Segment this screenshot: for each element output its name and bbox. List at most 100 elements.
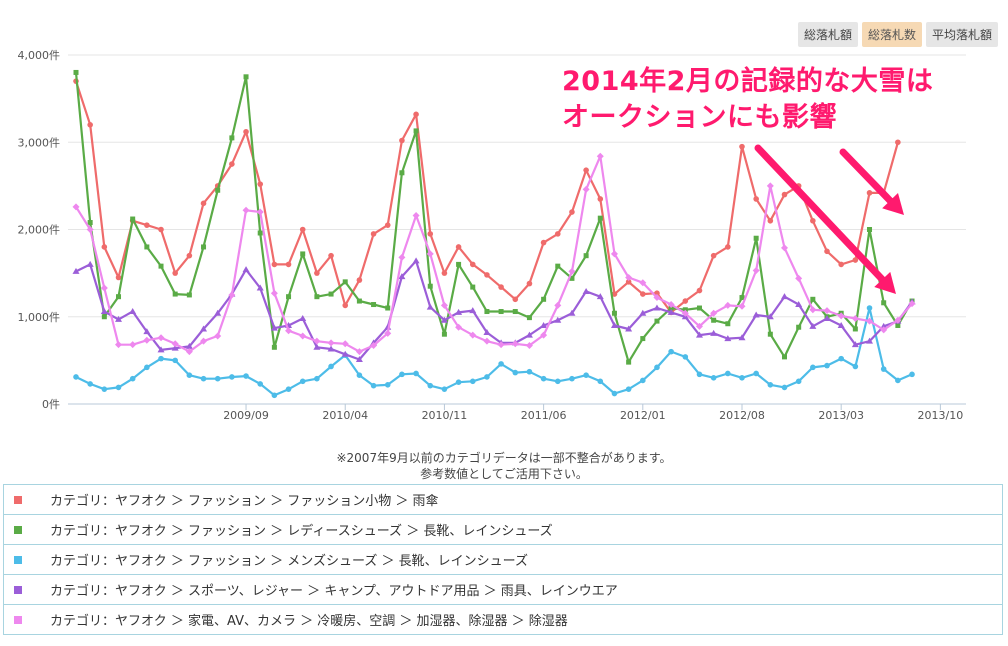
tab-total-count[interactable]: 総落札数 [861,22,922,47]
data-point [384,382,391,388]
data-point [823,314,831,321]
data-point [625,279,632,285]
data-point [129,341,137,349]
data-point [781,293,788,300]
data-point [724,335,732,342]
legend-item-ladies-rain-boots[interactable]: カテゴリ：ヤフオク ＞ ファッション ＞ レディースシューズ ＞ 長靴、レインシ… [4,515,1002,545]
data-point [682,354,689,360]
data-point [809,322,817,329]
data-point [682,298,689,304]
data-point [695,331,703,338]
legend-item-mens-rain-boots[interactable]: カテゴリ：ヤフオク ＞ ファッション ＞ メンズシューズ ＞ 長靴、レインシュー… [4,545,1002,575]
data-point [413,111,419,118]
data-point [739,143,745,150]
data-point [328,363,334,370]
data-point [710,329,718,336]
data-point [356,372,363,379]
data-point [696,287,703,294]
tab-total-amount[interactable]: 総落札額 [797,22,858,47]
data-point [100,308,108,315]
data-point [314,270,320,276]
data-point [867,227,873,232]
data-point [696,371,703,378]
data-point [314,375,320,382]
data-point [654,318,660,324]
data-point [753,235,759,241]
data-point [866,317,874,325]
data-point [852,326,858,332]
data-point [582,185,590,193]
data-point [299,378,306,385]
data-point [711,317,717,323]
data-point [583,167,589,173]
annotation-text: 2014年2月の記録的な大雪は オークションにも影響 [562,64,933,136]
data-point [582,287,590,294]
data-point [611,310,617,316]
annotation-line-1: 2014年2月の記録的な大雪は [562,66,934,97]
data-point [696,305,702,311]
data-point [257,230,263,236]
data-point [73,374,79,380]
data-point [270,289,278,297]
legend-item-rainwear[interactable]: カテゴリ：ヤフオク ＞ スポーツ、レジャー ＞ キャンプ、アウトドア用品 ＞ 雨… [4,575,1002,605]
data-point [399,170,405,176]
data-point [710,375,717,381]
data-point [809,306,817,314]
data-point [115,384,122,391]
data-point [385,305,391,311]
data-point [695,322,703,330]
data-point [313,343,321,350]
data-point [469,261,476,268]
data-point [299,226,306,233]
data-point [781,244,788,252]
data-point [895,139,901,146]
data-point [881,300,887,306]
data-point [257,381,264,387]
data-point [852,257,859,263]
data-point [229,374,235,380]
data-point [441,386,448,392]
legend-item-dehumidifier[interactable]: カテゴリ：ヤフオク ＞ 家電、AV、カメラ ＞ 冷暖房、空調 ＞ 加湿器、除湿器… [4,605,1002,635]
data-point [554,301,562,309]
data-point [172,270,178,276]
data-point [399,371,405,378]
data-point [455,323,463,331]
annotation-line-2: オークションにも影響 [562,102,837,133]
data-point [824,248,830,255]
data-point [370,231,377,237]
data-point [512,369,519,376]
data-point [270,324,278,331]
data-point [200,325,208,332]
tab-average-amount[interactable]: 平均落札額 [925,22,998,47]
data-point [440,301,448,309]
data-point [341,350,349,357]
legend-item-umbrella[interactable]: カテゴリ：ヤフオク ＞ ファッション ＞ ファッション小物 ＞ 雨傘 [4,485,1002,515]
data-point [355,356,363,363]
data-point [271,261,278,268]
data-point [851,314,859,322]
data-point [837,321,845,328]
x-tick-label: 2012/01 [620,409,666,422]
legend-swatch [14,585,22,594]
x-tick-label: 2011/06 [521,409,567,422]
data-point [328,252,334,259]
data-point [767,382,774,388]
data-note-line-1: ※2007年9月以前のカテゴリデータは一部不整合があります。 [336,451,672,465]
data-point [370,342,378,350]
data-point [456,261,462,267]
data-point [143,328,151,335]
y-tick-label: 1,000件 [18,311,61,324]
data-point [851,341,859,348]
legend-swatch [14,555,22,564]
data-point [667,301,675,309]
data-point [823,307,831,315]
data-point [87,220,93,226]
data-point [441,270,448,276]
data-point [639,279,647,287]
data-point [668,348,674,355]
legend: カテゴリ：ヤフオク ＞ ファッション ＞ ファッション小物 ＞ 雨傘 カテゴリ：… [3,484,1003,635]
data-point [399,137,405,144]
data-point [469,307,477,314]
data-point [470,284,476,290]
data-point [469,378,476,385]
